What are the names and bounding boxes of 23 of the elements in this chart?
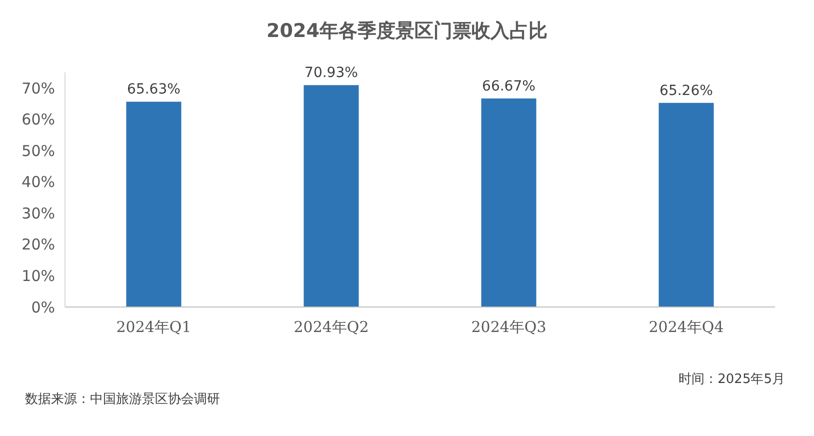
- y-tick-label: 70%: [22, 79, 55, 98]
- bar: [481, 98, 536, 307]
- bar: [126, 102, 182, 307]
- chart-title: 2024年各季度景区门票收入占比: [266, 20, 548, 42]
- data-label: 65.26%: [660, 82, 713, 99]
- x-tick-label: 2024年Q4: [648, 318, 724, 336]
- text: 时间：2025年5月: [678, 372, 785, 387]
- x-tick-label: 2024年Q2: [294, 318, 369, 336]
- y-tick-label: 30%: [22, 204, 55, 222]
- data-label: 70.93%: [304, 65, 358, 82]
- bar: [304, 85, 359, 307]
- y-tick-label: 50%: [22, 142, 55, 160]
- y-tick-label: 40%: [22, 173, 55, 192]
- y-tick-label: 0%: [31, 298, 55, 316]
- y-tick-label: 20%: [22, 236, 55, 254]
- source-note: 数据来源：中国旅游景区协会调研: [25, 392, 220, 407]
- y-tick-label: 10%: [22, 266, 55, 285]
- bar: [658, 102, 714, 307]
- x-tick-label: 2024年Q1: [116, 318, 192, 336]
- y-tick-label: 60%: [22, 110, 55, 129]
- data-label: 66.67%: [482, 78, 536, 94]
- x-tick-label: 2024年Q3: [471, 318, 546, 336]
- data-label: 65.63%: [127, 82, 180, 98]
